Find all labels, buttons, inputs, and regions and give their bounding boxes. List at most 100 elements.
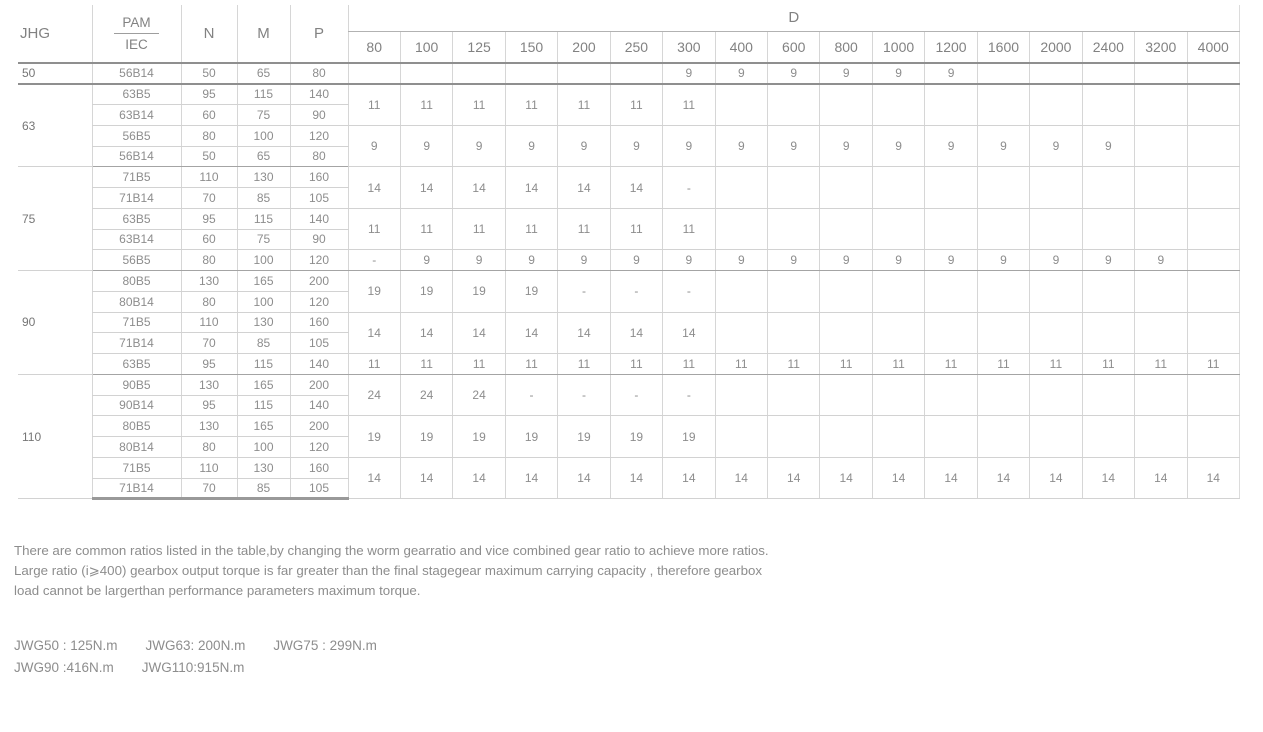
d-cell: 11 — [609, 83, 663, 126]
table-header: JHG PAM IEC N M P D 80 100 125 150 200 250 300… — [18, 5, 1240, 64]
d-cell: 14 — [504, 166, 558, 209]
header-d-250: 250 — [609, 31, 663, 64]
d-cell — [714, 415, 768, 458]
d-cell: 9 — [976, 125, 1030, 168]
d-cell — [871, 374, 925, 417]
d-cell: 14 — [399, 312, 453, 354]
d-cell: 14 — [662, 312, 716, 354]
d-cell — [819, 208, 873, 251]
table-row: 71B14 70 85 105 — [18, 332, 1240, 354]
d-cell: 9 — [819, 249, 873, 271]
d-cell: - — [557, 374, 611, 417]
d-cell — [1186, 83, 1240, 126]
p-cell: 120 — [289, 249, 348, 271]
n-cell: 110 — [180, 166, 237, 188]
m-cell: 130 — [236, 312, 290, 334]
d-cell — [504, 63, 558, 85]
d-cell: 9 — [714, 249, 768, 271]
d-cell: 9 — [766, 63, 820, 85]
d-cell: 11 — [557, 208, 611, 251]
p-cell: 90 — [289, 104, 348, 126]
d-cell: 9 — [714, 63, 768, 85]
d-cell — [1081, 83, 1135, 126]
m-cell: 100 — [236, 436, 290, 458]
d-cell: 11 — [662, 353, 716, 375]
iec-cell: 63B14 — [91, 229, 181, 251]
table-row: 90B14 95 115 140 — [18, 395, 1240, 417]
table-row: 110 90B5 130 165 200 24 24 24- - - - — [18, 374, 1240, 500]
p-cell: 140 — [289, 395, 348, 417]
d-cell: 9 — [1081, 125, 1135, 168]
note-line: There are common ratios listed in the ta… — [14, 543, 769, 558]
d-cell — [1186, 374, 1240, 417]
d-cell: 9 — [504, 125, 558, 168]
iec-cell: 63B5 — [91, 208, 181, 230]
d-cell: 11 — [504, 353, 558, 375]
jhg-group-label: 63 — [18, 83, 92, 168]
table-row: 63 63B5 95 115 140 11 11 11 11 11 11 11 — [18, 83, 1240, 168]
d-cell — [452, 63, 506, 85]
d-cell — [1186, 249, 1240, 271]
d-cell: 14 — [557, 457, 611, 500]
n-cell: 80 — [180, 249, 237, 271]
iec-cell: 80B14 — [91, 436, 181, 458]
header-d-1000: 1000 — [871, 31, 925, 64]
n-cell: 110 — [180, 457, 237, 479]
d-cell: - — [662, 166, 716, 209]
d-cell — [1029, 270, 1083, 313]
d-cell: 19 — [504, 415, 558, 458]
d-cell: 19 — [662, 415, 716, 458]
d-cell — [1029, 208, 1083, 251]
n-cell: 50 — [180, 63, 237, 85]
header-d-800: 800 — [819, 31, 873, 64]
d-cell: 9 — [871, 249, 925, 271]
n-cell: 110 — [180, 312, 237, 334]
iec-cell: 90B5 — [91, 374, 181, 396]
header-m: M — [236, 5, 290, 64]
n-cell: 130 — [180, 415, 237, 437]
p-cell: 200 — [289, 270, 348, 292]
d-cell — [766, 83, 820, 126]
m-cell: 100 — [236, 291, 290, 313]
table-row: 80B14 80 100 120 — [18, 436, 1240, 458]
torque-line: JWG90 :416N.m JWG110:915N.m — [14, 657, 405, 679]
d-cell — [1134, 125, 1187, 168]
table-row: 63B14 60 75 90 — [18, 104, 1240, 126]
d-cell — [1134, 208, 1187, 251]
p-cell: 160 — [289, 166, 348, 188]
d-cell — [1081, 166, 1135, 209]
iec-cell: 56B14 — [91, 63, 181, 85]
n-cell: 70 — [180, 187, 237, 209]
table-row: 71B5 110 130 160 14 14 14 14 14 14 14 14 14 14 14 14 14 1… — [18, 457, 1240, 500]
d-cell — [819, 312, 873, 354]
n-cell: 80 — [180, 436, 237, 458]
table-row: 75 71B5 110 130 160 14 14 14 14 14 14- — [18, 166, 1240, 271]
d-cell: - — [609, 374, 663, 417]
d-cell: 14 — [1134, 457, 1187, 500]
d-cell — [976, 415, 1030, 458]
d-cell: 14 — [504, 457, 558, 500]
header-d-1200: 1200 — [924, 31, 978, 64]
ratio-table: JHG PAM IEC N M P D 80 100 125 150 200 250 300… — [18, 5, 1240, 501]
m-cell: 65 — [236, 146, 290, 168]
d-cell: 14 — [557, 312, 611, 354]
d-cell: 9 — [1029, 249, 1083, 271]
d-cell — [1029, 312, 1083, 354]
header-d-80: 80 — [347, 31, 401, 64]
d-cell — [819, 270, 873, 313]
d-cell — [924, 374, 978, 417]
d-cell — [819, 166, 873, 209]
m-cell: 115 — [236, 395, 290, 417]
p-cell: 120 — [289, 436, 348, 458]
d-cell: 19 — [347, 415, 401, 458]
d-cell — [976, 312, 1030, 354]
d-cell — [714, 208, 768, 251]
d-cell — [976, 83, 1030, 126]
d-cell — [1134, 63, 1187, 85]
d-cell — [1186, 415, 1240, 458]
table-row: 80B14 80 100 120 — [18, 291, 1240, 313]
header-n: N — [180, 5, 237, 64]
n-cell: 50 — [180, 146, 237, 168]
header-p: P — [289, 5, 348, 64]
d-cell: 9 — [609, 249, 663, 271]
